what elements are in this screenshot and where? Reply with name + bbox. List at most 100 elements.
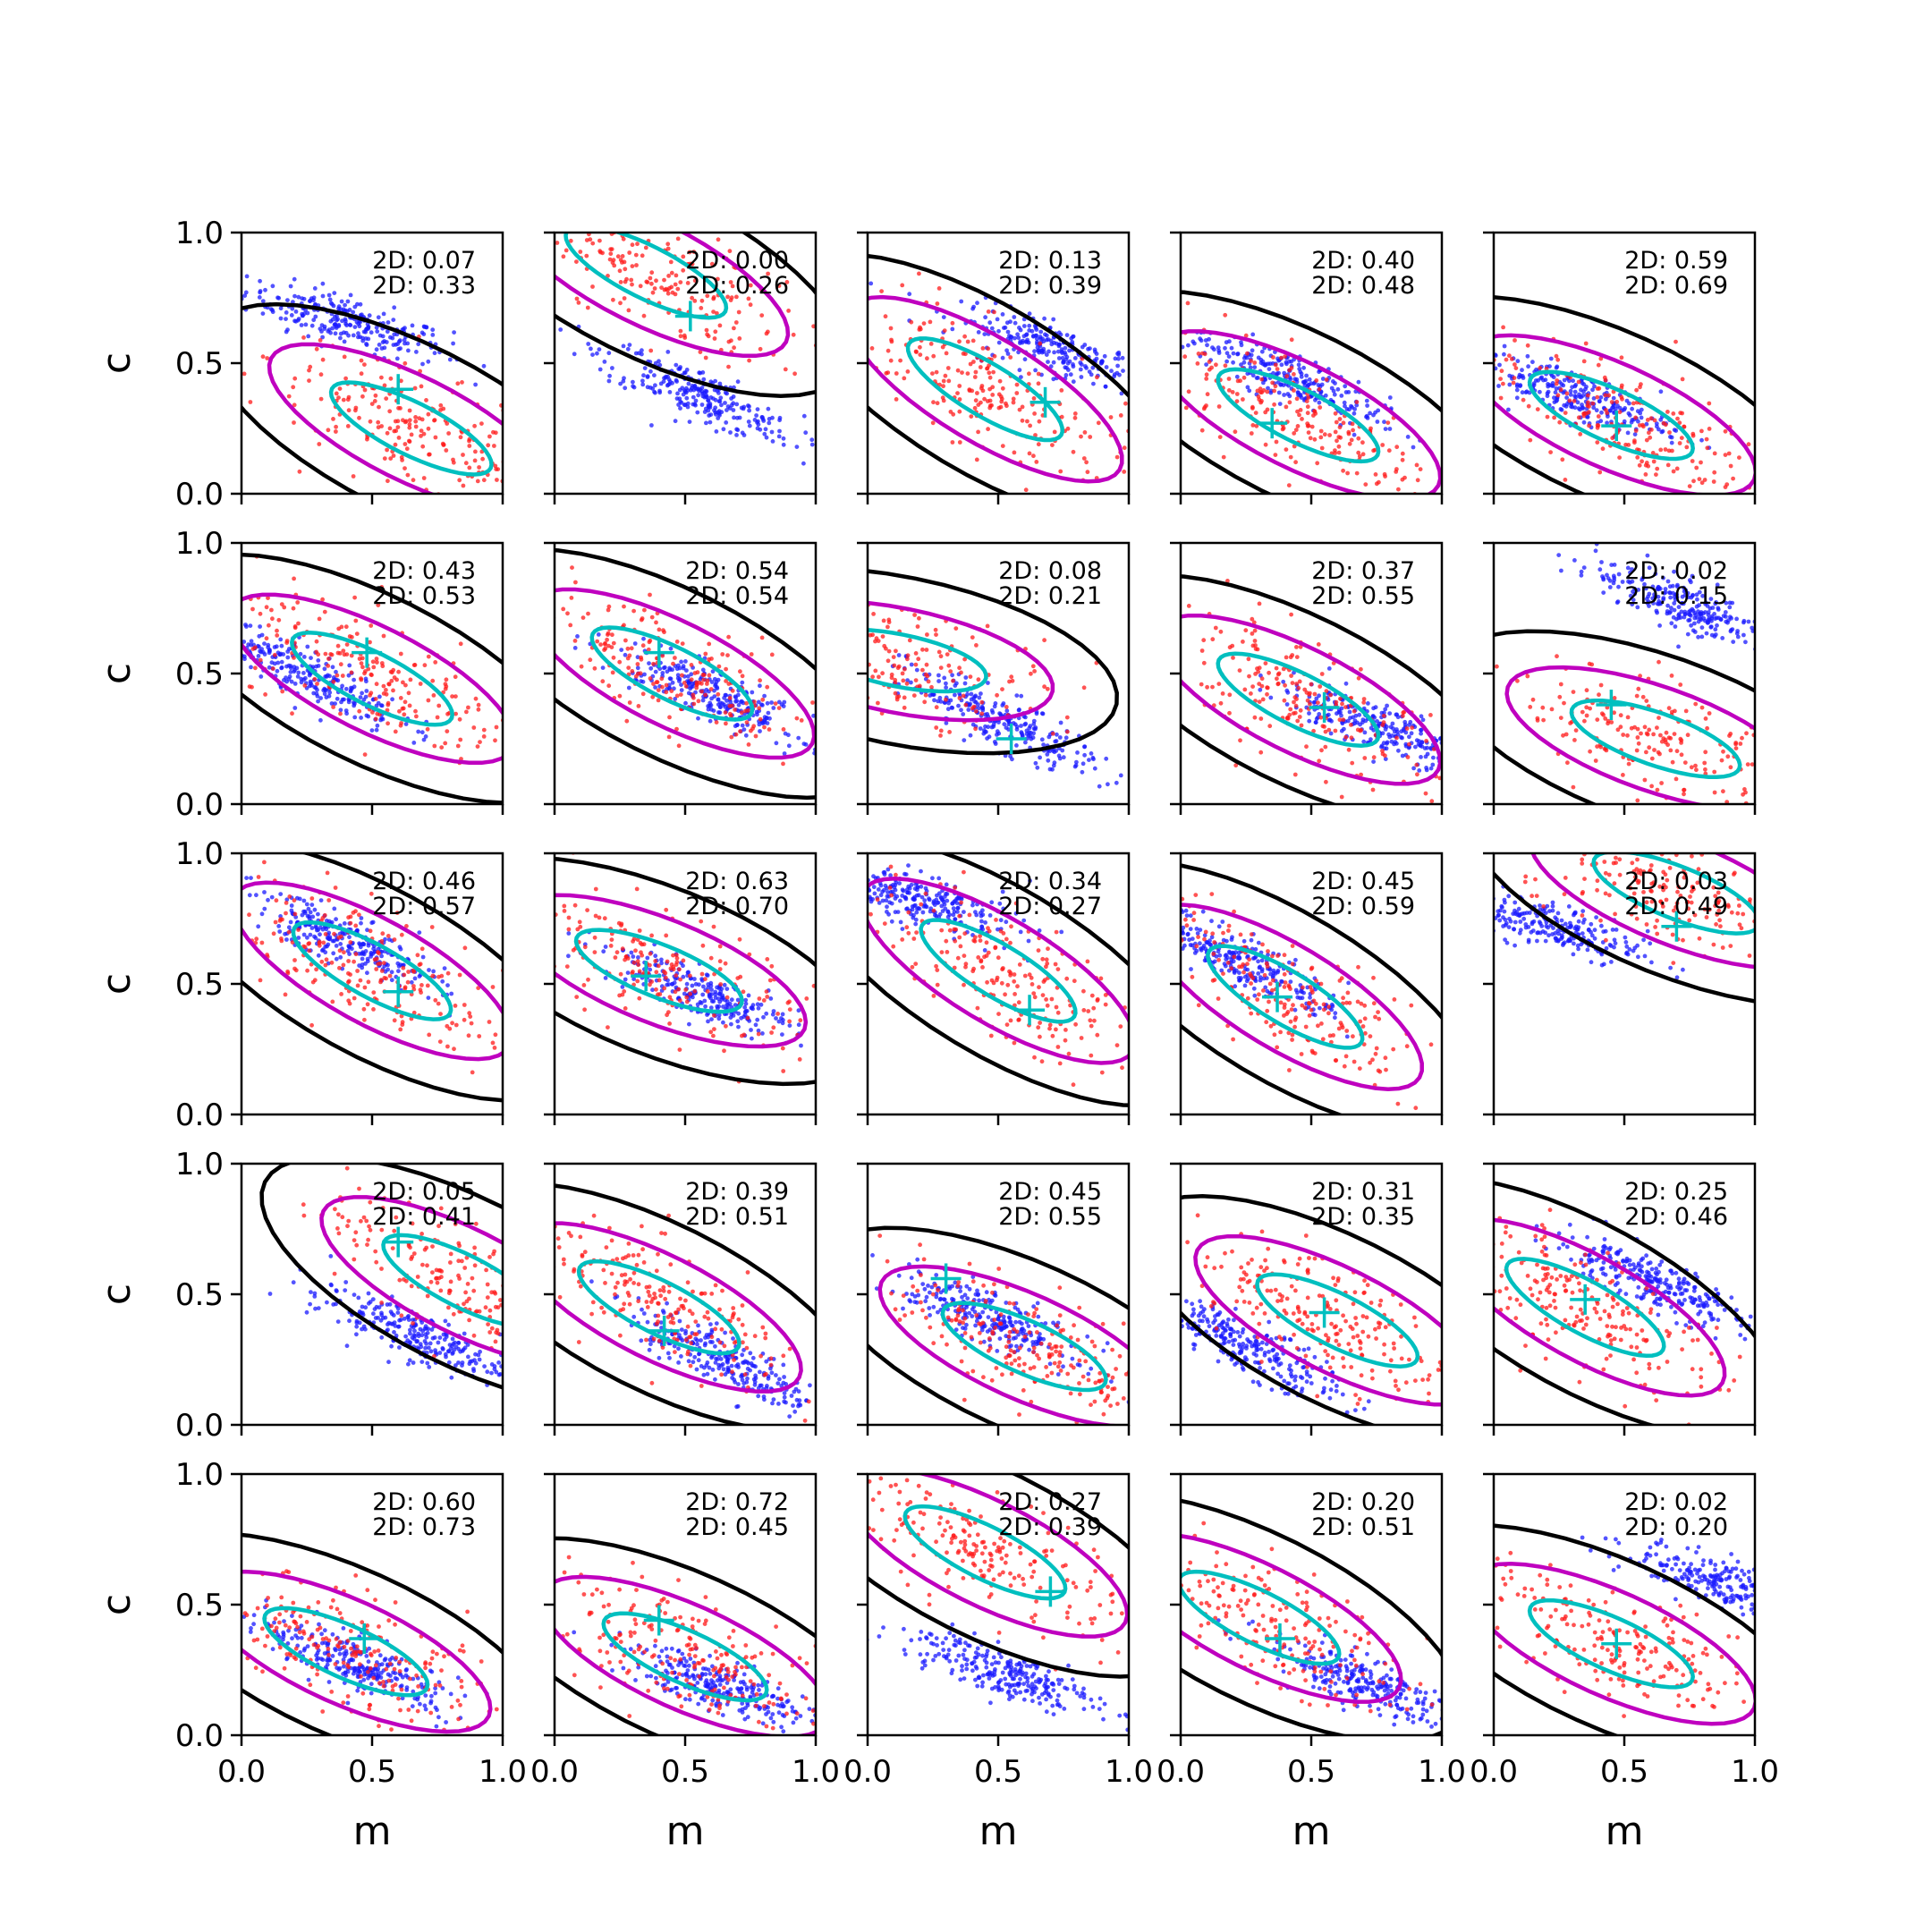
blue-sample-point bbox=[1383, 757, 1388, 761]
red-sample-point bbox=[590, 284, 595, 289]
blue-sample-point bbox=[1104, 756, 1109, 761]
blue-sample-point bbox=[1572, 558, 1577, 563]
red-sample-point bbox=[1025, 419, 1030, 424]
blue-sample-point bbox=[308, 679, 313, 684]
red-sample-point bbox=[1582, 718, 1587, 724]
blue-sample-point bbox=[796, 735, 801, 741]
red-sample-point bbox=[1634, 387, 1639, 393]
blue-sample-point bbox=[1407, 734, 1411, 740]
blue-sample-point bbox=[740, 680, 745, 685]
red-sample-point bbox=[654, 620, 658, 625]
red-sample-point bbox=[661, 628, 665, 633]
blue-sample-point bbox=[1686, 609, 1691, 614]
red-sample-point bbox=[275, 633, 280, 638]
red-sample-point bbox=[931, 353, 936, 359]
red-sample-point bbox=[876, 700, 880, 706]
red-sample-point bbox=[638, 284, 643, 289]
red-sample-point bbox=[1072, 411, 1078, 416]
blue-sample-point bbox=[986, 681, 990, 685]
red-sample-point bbox=[1702, 760, 1707, 766]
blue-sample-point bbox=[381, 311, 386, 317]
red-sample-point bbox=[425, 726, 430, 732]
blue-sample-point bbox=[1018, 327, 1023, 333]
blue-sample-point bbox=[993, 701, 998, 706]
blue-sample-point bbox=[1579, 387, 1583, 393]
blue-sample-point bbox=[1302, 383, 1308, 388]
red-sample-point bbox=[1281, 666, 1286, 672]
red-sample-point bbox=[342, 354, 347, 360]
red-sample-point bbox=[402, 360, 408, 366]
blue-sample-point bbox=[977, 695, 982, 700]
red-sample-point bbox=[894, 397, 899, 402]
blue-sample-point bbox=[1004, 725, 1009, 730]
red-sample-point bbox=[323, 651, 328, 657]
red-sample-point bbox=[925, 356, 929, 361]
blue-sample-point bbox=[674, 377, 679, 383]
blue-sample-point bbox=[1626, 579, 1631, 584]
blue-sample-point bbox=[668, 676, 674, 682]
red-sample-point bbox=[592, 665, 597, 671]
red-sample-point bbox=[1647, 745, 1652, 750]
red-sample-point bbox=[1285, 715, 1290, 720]
red-sample-point bbox=[453, 674, 458, 680]
red-sample-point bbox=[359, 358, 364, 363]
blue-sample-point bbox=[296, 317, 301, 321]
blue-sample-point bbox=[699, 386, 705, 391]
red-sample-point bbox=[1665, 410, 1670, 414]
red-sample-point bbox=[970, 388, 975, 394]
blue-sample-point bbox=[249, 665, 253, 670]
red-sample-point bbox=[451, 457, 455, 462]
blue-sample-point bbox=[1038, 755, 1042, 760]
blue-sample-point bbox=[303, 322, 309, 327]
blue-sample-point bbox=[1552, 395, 1556, 401]
blue-sample-point bbox=[1339, 713, 1343, 718]
red-sample-point bbox=[1632, 724, 1637, 730]
blue-sample-point bbox=[777, 428, 782, 434]
red-sample-point bbox=[998, 394, 1004, 399]
blue-sample-point bbox=[633, 351, 639, 356]
red-sample-point bbox=[896, 664, 902, 669]
red-sample-point bbox=[918, 352, 923, 357]
blue-sample-point bbox=[665, 374, 670, 379]
red-sample-point bbox=[1082, 430, 1088, 435]
blue-sample-point bbox=[723, 692, 728, 698]
blue-sample-point bbox=[1608, 408, 1613, 413]
blue-sample-point bbox=[1079, 375, 1084, 379]
red-sample-point bbox=[1659, 739, 1665, 744]
blue-sample-point bbox=[944, 681, 948, 686]
cyan-contour bbox=[905, 336, 1065, 443]
red-sample-point bbox=[931, 400, 936, 405]
red-sample-point bbox=[1528, 437, 1533, 443]
blue-sample-point bbox=[243, 290, 249, 295]
blue-sample-point bbox=[991, 724, 996, 729]
blue-sample-point bbox=[420, 361, 425, 367]
red-sample-point bbox=[1513, 362, 1517, 367]
blue-sample-point bbox=[736, 708, 741, 714]
blue-sample-point bbox=[713, 378, 717, 384]
red-sample-point bbox=[1400, 457, 1405, 462]
blue-sample-point bbox=[299, 680, 304, 685]
blue-sample-point bbox=[1630, 406, 1634, 411]
red-sample-point bbox=[1249, 359, 1253, 363]
red-sample-point bbox=[1626, 443, 1631, 447]
blue-sample-point bbox=[1727, 605, 1733, 610]
blue-sample-point bbox=[398, 346, 402, 351]
blue-sample-point bbox=[382, 345, 387, 351]
red-sample-point bbox=[900, 671, 905, 676]
blue-sample-point bbox=[1431, 755, 1436, 760]
red-sample-point bbox=[307, 378, 311, 383]
blue-sample-point bbox=[1680, 600, 1685, 606]
red-sample-point bbox=[1685, 733, 1690, 738]
blue-sample-point bbox=[728, 430, 733, 435]
red-sample-point bbox=[1288, 454, 1293, 460]
red-sample-point bbox=[1302, 687, 1308, 692]
blue-sample-point bbox=[1014, 743, 1019, 748]
blue-sample-point bbox=[1716, 615, 1722, 621]
red-sample-point bbox=[711, 309, 716, 314]
red-sample-point bbox=[1199, 648, 1205, 653]
blue-sample-point bbox=[688, 387, 693, 393]
blue-sample-point bbox=[1037, 348, 1041, 353]
blue-sample-point bbox=[1335, 711, 1339, 716]
red-sample-point bbox=[338, 662, 343, 667]
blue-sample-point bbox=[717, 710, 723, 716]
